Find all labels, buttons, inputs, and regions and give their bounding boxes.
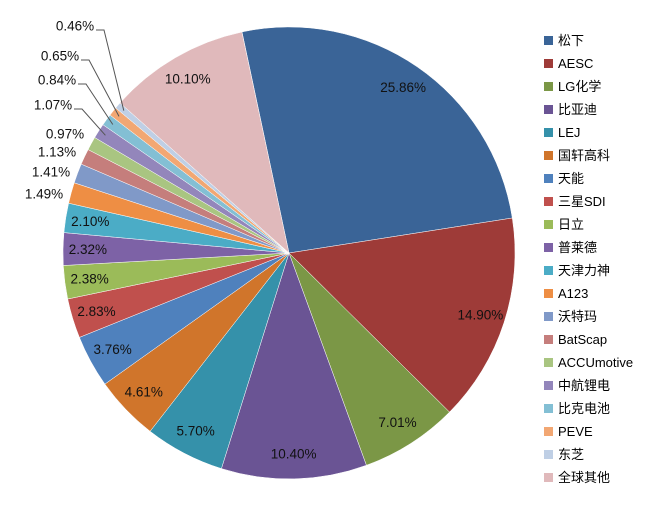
data-label: 0.46%: [56, 19, 94, 34]
legend-label: LEJ: [558, 125, 581, 140]
legend-swatch: [544, 36, 553, 45]
pie-slice-1: [288, 217, 516, 413]
legend-item: LEJ: [544, 121, 633, 144]
legend-item: 普莱德: [544, 236, 633, 259]
legend-swatch: [544, 82, 553, 91]
legend-label: 比亚迪: [558, 102, 598, 117]
pie-slice-0: [241, 26, 513, 254]
data-label: 0.65%: [41, 49, 79, 64]
data-label: 7.01%: [378, 415, 416, 430]
data-label: 2.83%: [77, 304, 115, 319]
data-label: 5.70%: [176, 424, 214, 439]
data-label: 1.41%: [32, 165, 70, 180]
legend-swatch: [544, 220, 553, 229]
legend-label: 东芝: [558, 447, 585, 462]
legend-label: 中航锂电: [558, 378, 611, 393]
legend-swatch: [544, 128, 553, 137]
legend-item: 松下: [544, 29, 633, 52]
legend-item: 三星SDI: [544, 190, 633, 213]
legend-swatch: [544, 427, 553, 436]
legend-swatch: [544, 105, 553, 114]
data-label: 1.13%: [38, 145, 76, 160]
data-label: 1.07%: [34, 98, 72, 113]
legend-item: 比亚迪: [544, 98, 633, 121]
data-label: 4.61%: [125, 385, 163, 400]
data-label: 14.90%: [458, 307, 504, 322]
legend-item: BatScap: [544, 328, 633, 351]
pie-slice-3: [221, 252, 367, 480]
data-label: 25.86%: [380, 80, 426, 95]
legend-item: 比克电池: [544, 397, 633, 420]
legend-label: 天能: [558, 171, 585, 186]
legend-label: 三星SDI: [558, 194, 606, 209]
legend-label: 沃特玛: [558, 309, 598, 324]
legend-label: 普莱德: [558, 240, 598, 255]
legend-swatch: [544, 174, 553, 183]
legend-label: 国轩高科: [558, 148, 611, 163]
data-label: 10.40%: [271, 447, 317, 462]
legend-swatch: [544, 450, 553, 459]
legend-item: ACCUmotive: [544, 351, 633, 374]
legend-swatch: [544, 358, 553, 367]
legend-label: 日立: [558, 217, 585, 232]
data-label: 0.97%: [46, 127, 84, 142]
legend-item: 沃特玛: [544, 305, 633, 328]
legend-swatch: [544, 473, 553, 482]
legend-item: 国轩高科: [544, 144, 633, 167]
data-label: 3.76%: [93, 342, 131, 357]
legend-label: 全球其他: [558, 470, 611, 485]
legend-item: 中航锂电: [544, 374, 633, 397]
legend-item: PEVE: [544, 420, 633, 443]
legend-swatch: [544, 151, 553, 160]
leader-line: [81, 59, 120, 117]
leader-line: [96, 29, 125, 111]
data-label: 0.84%: [38, 73, 76, 88]
data-label: 2.32%: [69, 242, 107, 257]
legend-item: 天津力神: [544, 259, 633, 282]
legend-item: 东芝: [544, 443, 633, 466]
legend-label: PEVE: [558, 424, 593, 439]
legend: 松下 AESC LG化学比亚迪 LEJ 国轩高科天能三星SDI 日立普莱德天津力神 A123…: [544, 29, 633, 489]
data-label: 2.10%: [71, 214, 109, 229]
legend-item: LG化学: [544, 75, 633, 98]
pie-slice-19: [119, 31, 290, 254]
legend-item: 全球其他: [544, 466, 633, 489]
legend-label: 比克电池: [558, 401, 611, 416]
legend-item: AESC: [544, 52, 633, 75]
legend-label: AESC: [558, 56, 594, 71]
data-label: 10.10%: [165, 72, 211, 87]
legend-label: ACCUmotive: [558, 355, 634, 370]
legend-swatch: [544, 197, 553, 206]
legend-item: 天能: [544, 167, 633, 190]
legend-swatch: [544, 381, 553, 390]
legend-label: BatScap: [558, 332, 608, 347]
legend-swatch: [544, 266, 553, 275]
legend-item: A123: [544, 282, 633, 305]
leader-line: [74, 108, 106, 136]
legend-label: 松下: [558, 33, 585, 48]
legend-label: A123: [558, 286, 589, 301]
leader-line: [78, 83, 114, 125]
data-label: 2.38%: [70, 272, 108, 287]
legend-swatch: [544, 59, 553, 68]
legend-swatch: [544, 243, 553, 252]
legend-item: 日立: [544, 213, 633, 236]
legend-swatch: [544, 335, 553, 344]
legend-swatch: [544, 312, 553, 321]
legend-swatch: [544, 404, 553, 413]
data-label: 1.49%: [25, 187, 63, 202]
legend-label: 天津力神: [558, 263, 611, 278]
legend-swatch: [544, 289, 553, 298]
legend-label: LG化学: [558, 79, 602, 94]
